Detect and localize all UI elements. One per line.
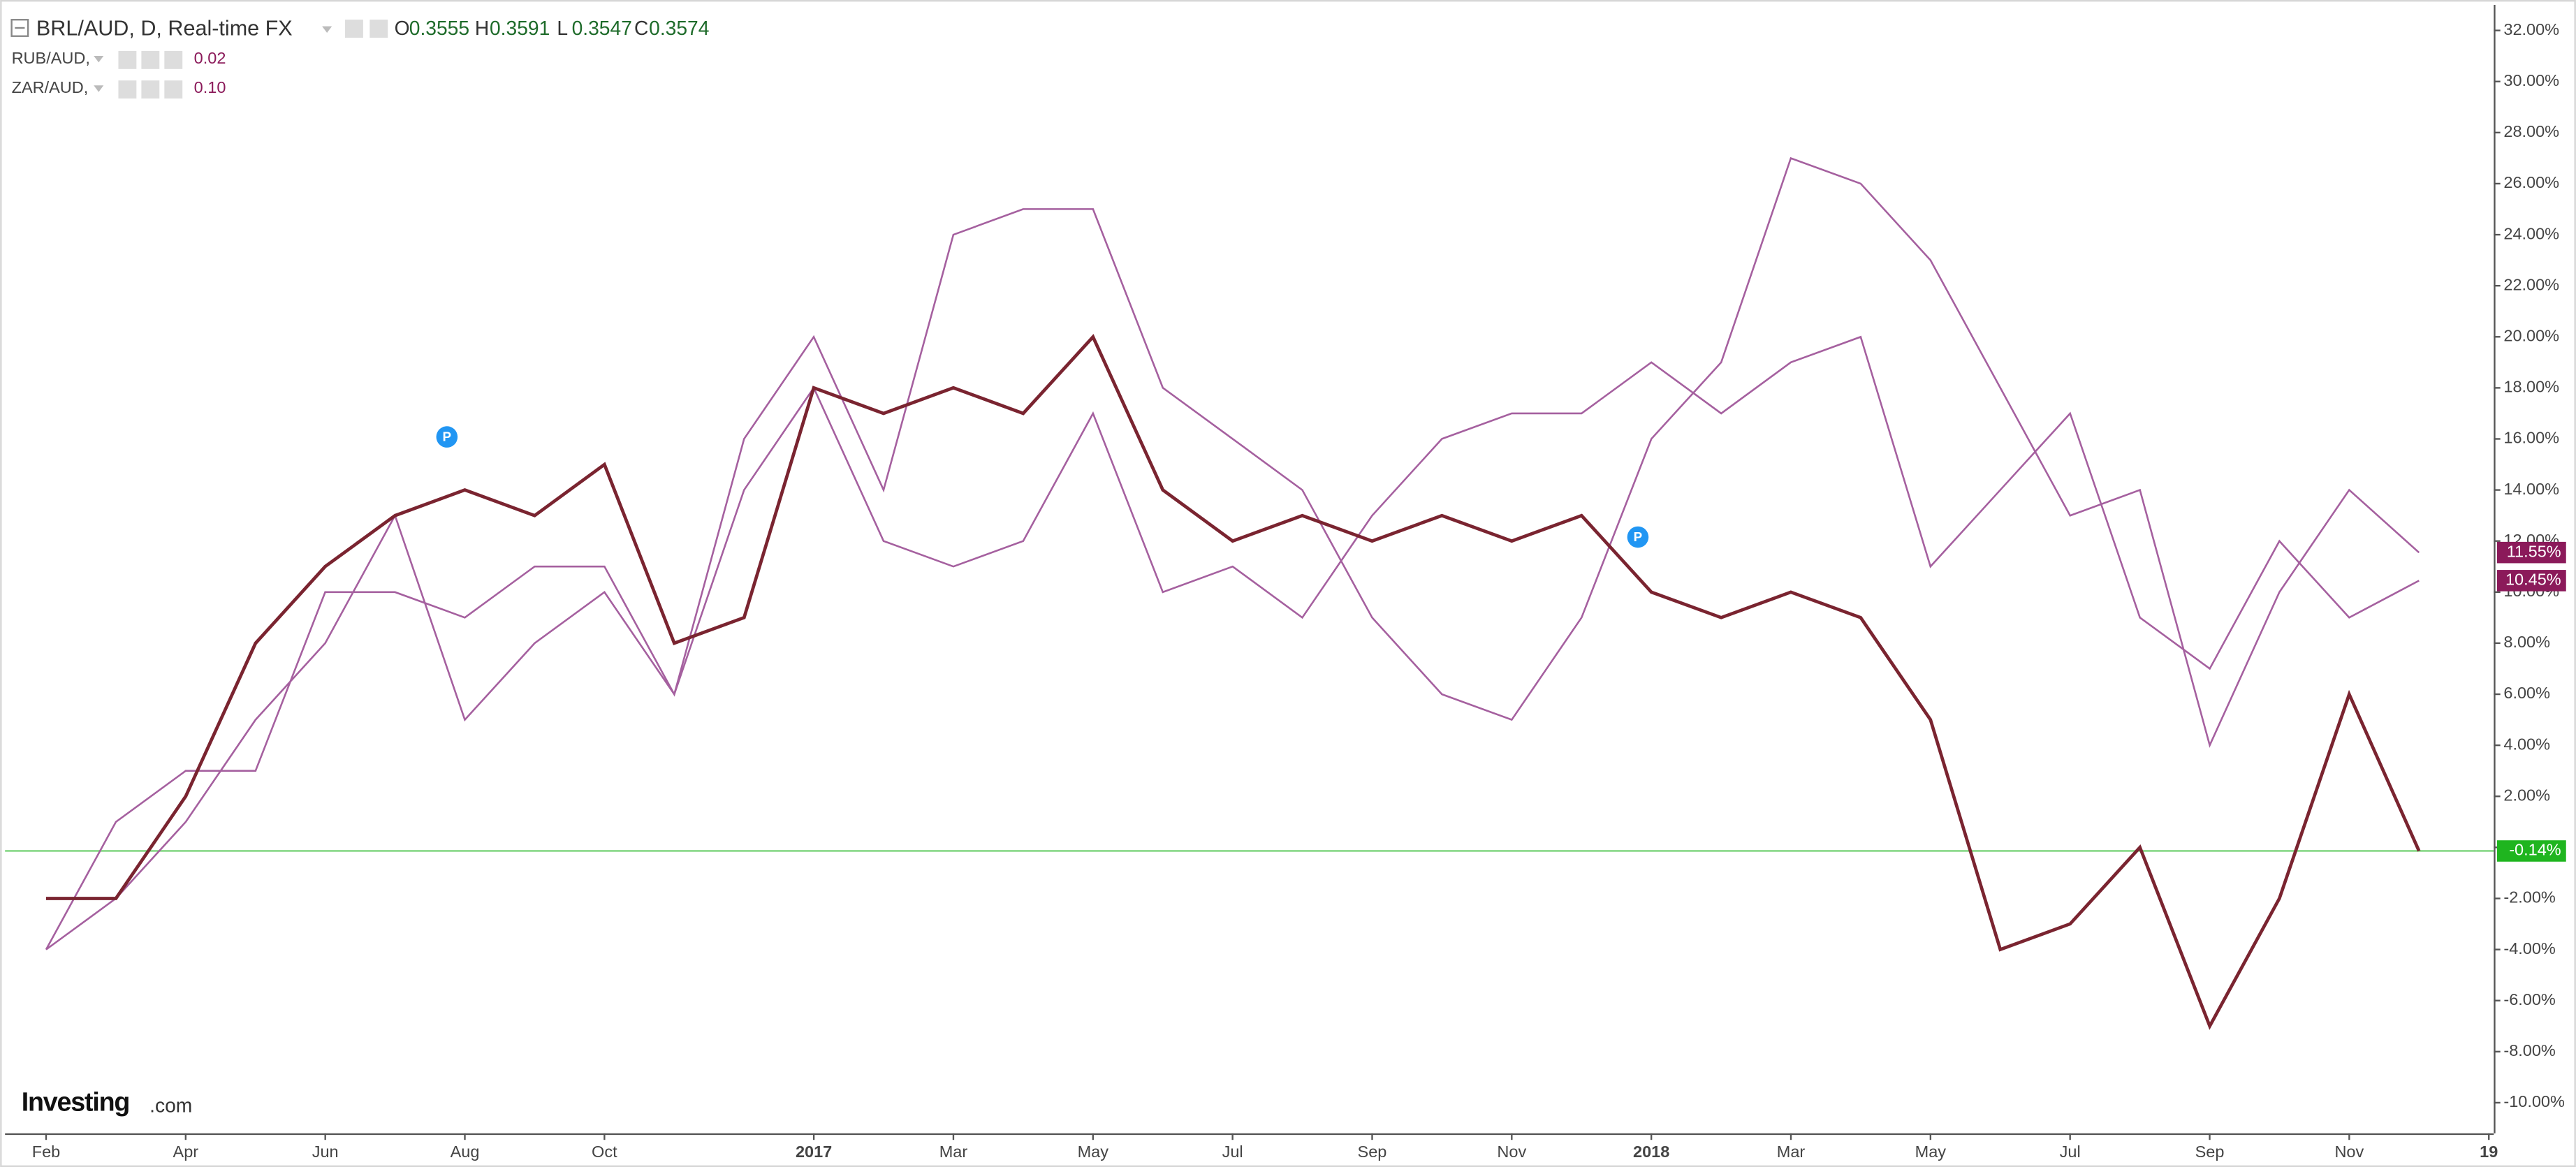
dropdown-arrow[interactable] — [322, 26, 332, 34]
y-tick-label: 24.00% — [2503, 224, 2559, 242]
y-tick-label: -2.00% — [2503, 888, 2556, 907]
y-tick-label: 30.00% — [2503, 71, 2559, 89]
y-tick-label: 16.00% — [2503, 429, 2559, 447]
last-value-label: 10.45% — [2505, 571, 2561, 589]
last-value-label: 11.55% — [2507, 542, 2561, 560]
x-tick-label: Apr — [173, 1143, 199, 1161]
last-value-tag — [2496, 840, 2566, 862]
x-tick-label: Oct — [592, 1143, 617, 1161]
ohlc-value: 0.3555 — [409, 17, 469, 39]
chart-title: BRL/AUD, D, Real-time FX — [36, 16, 293, 40]
annotation-label: P — [1634, 529, 1643, 544]
last-value-label: -0.14% — [2509, 841, 2561, 859]
logo-name: Investing — [22, 1087, 130, 1116]
y-tick-label: 26.00% — [2503, 173, 2559, 191]
ohlc-value: 0.3574 — [649, 17, 709, 39]
x-tick-label: Sep — [2195, 1143, 2225, 1161]
ohlc-key: O — [395, 17, 410, 39]
y-tick-label: -8.00% — [2503, 1041, 2556, 1059]
ohlc-key: L — [557, 17, 568, 39]
legend-value: 0.02 — [194, 49, 226, 67]
series-line — [45, 334, 2421, 1030]
annotation-marker[interactable] — [436, 426, 458, 448]
x-tick-label: May — [1078, 1143, 1109, 1161]
y-tick-label: 28.00% — [2503, 122, 2559, 140]
x-tick-label: Nov — [2334, 1143, 2364, 1161]
x-tick-label: Jun — [312, 1143, 339, 1161]
legend-name: RUB/AUD, — [12, 49, 90, 67]
ohlc-key: C — [634, 17, 648, 39]
last-value-tag — [2496, 541, 2566, 564]
y-tick-label: 18.00% — [2503, 378, 2559, 396]
settings-icon[interactable] — [141, 50, 160, 69]
legend-value: 0.10 — [194, 78, 226, 96]
series-line — [45, 156, 2420, 951]
annotation-marker[interactable] — [1627, 526, 1649, 548]
series-line — [45, 335, 2420, 951]
last-value-tag — [2496, 570, 2566, 592]
dropdown-arrow[interactable] — [94, 85, 104, 92]
x-tick-label: Sep — [1358, 1143, 1387, 1161]
settings-icon[interactable] — [369, 20, 388, 38]
x-tick-label: Mar — [939, 1143, 968, 1161]
y-tick-label: 20.00% — [2503, 326, 2559, 344]
x-tick-label: Jul — [2060, 1143, 2081, 1161]
y-tick-label: 14.00% — [2503, 480, 2559, 498]
remove-icon[interactable] — [164, 80, 183, 99]
x-tick-label: May — [1915, 1143, 1947, 1161]
y-tick-label: 8.00% — [2503, 633, 2550, 651]
visibility-icon[interactable] — [118, 50, 137, 69]
remove-icon[interactable] — [164, 50, 183, 69]
x-tick-label: 2017 — [796, 1143, 832, 1161]
x-tick-label: Mar — [1777, 1143, 1806, 1161]
y-tick-label: -4.00% — [2503, 939, 2556, 957]
visibility-icon[interactable] — [345, 20, 363, 38]
ohlc-value: 0.3547 — [572, 17, 632, 39]
x-tick-label: 19 — [2480, 1143, 2498, 1161]
y-tick-label: 6.00% — [2503, 684, 2550, 702]
ohlc-value: 0.3591 — [490, 17, 550, 39]
y-tick-label: 22.00% — [2503, 275, 2559, 293]
y-tick-label: 32.00% — [2503, 20, 2559, 38]
y-tick-label: 4.00% — [2503, 735, 2550, 753]
dropdown-arrow[interactable] — [94, 55, 104, 63]
settings-icon[interactable] — [141, 80, 160, 99]
y-tick-label: 2.00% — [2503, 786, 2550, 804]
visibility-icon[interactable] — [118, 80, 137, 99]
annotation-label: P — [443, 430, 452, 444]
x-tick-label: Feb — [32, 1143, 61, 1161]
x-tick-label: Nov — [1497, 1143, 1526, 1161]
logo-suffix: .com — [149, 1094, 192, 1117]
y-tick-label: -6.00% — [2503, 990, 2556, 1008]
y-tick-label: -10.00% — [2503, 1092, 2565, 1110]
collapse-icon[interactable] — [10, 19, 29, 37]
ohlc-key: H — [475, 17, 489, 39]
x-tick-label: 2018 — [1633, 1143, 1669, 1161]
x-tick-label: Jul — [1222, 1143, 1243, 1161]
x-tick-label: Aug — [451, 1143, 480, 1161]
legend-name: ZAR/AUD, — [12, 78, 89, 96]
